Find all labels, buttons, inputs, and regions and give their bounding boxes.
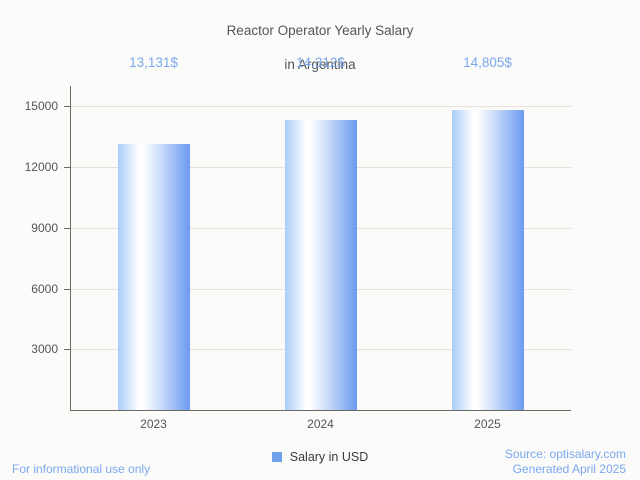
generated-text: Generated April 2025 <box>512 462 626 476</box>
chart-title-line-2: in Argentina <box>284 57 356 72</box>
bar-value-label: 13,131$ <box>129 55 178 70</box>
y-axis-tick-mark <box>64 349 71 351</box>
gridline <box>71 106 571 108</box>
bar-value-label: 14,312$ <box>296 55 345 70</box>
y-axis-tick-label: 6000 <box>31 281 58 296</box>
x-axis-tick-label: 2025 <box>474 417 501 431</box>
y-axis-tick-mark <box>64 227 71 229</box>
y-axis-tick-mark <box>64 167 71 168</box>
source-block: Source: optisalary.com Generated April 2… <box>505 447 626 477</box>
source-text: Source: optisalary.com <box>504 447 626 461</box>
chart-title-line-1: Reactor Operator Yearly Salary <box>226 23 414 38</box>
y-axis-tick-mark <box>64 288 71 290</box>
legend-swatch-icon <box>271 452 282 462</box>
x-axis-tick-label: 2024 <box>307 417 334 431</box>
bar-value-label: 14,805$ <box>463 55 512 70</box>
disclaimer-text: For informational use only <box>12 462 151 476</box>
bar[interactable] <box>117 144 190 410</box>
y-axis-tick-label: 15000 <box>24 99 58 114</box>
y-axis-tick-label: 9000 <box>31 220 58 235</box>
legend-label: Salary in USD <box>289 450 369 464</box>
y-axis-tick-label: 12000 <box>24 160 58 174</box>
bar[interactable] <box>284 120 357 410</box>
x-axis-line <box>70 410 571 411</box>
chart-legend: Salary in USD <box>0 450 640 464</box>
y-axis-tick-label: 3000 <box>31 342 58 357</box>
chart-title: Reactor Operator Yearly Salary in Argent… <box>0 5 640 73</box>
y-axis-tick-mark <box>64 106 71 108</box>
bar[interactable] <box>451 110 524 410</box>
x-axis-tick-label: 2023 <box>140 417 167 431</box>
y-axis-line <box>70 86 71 411</box>
